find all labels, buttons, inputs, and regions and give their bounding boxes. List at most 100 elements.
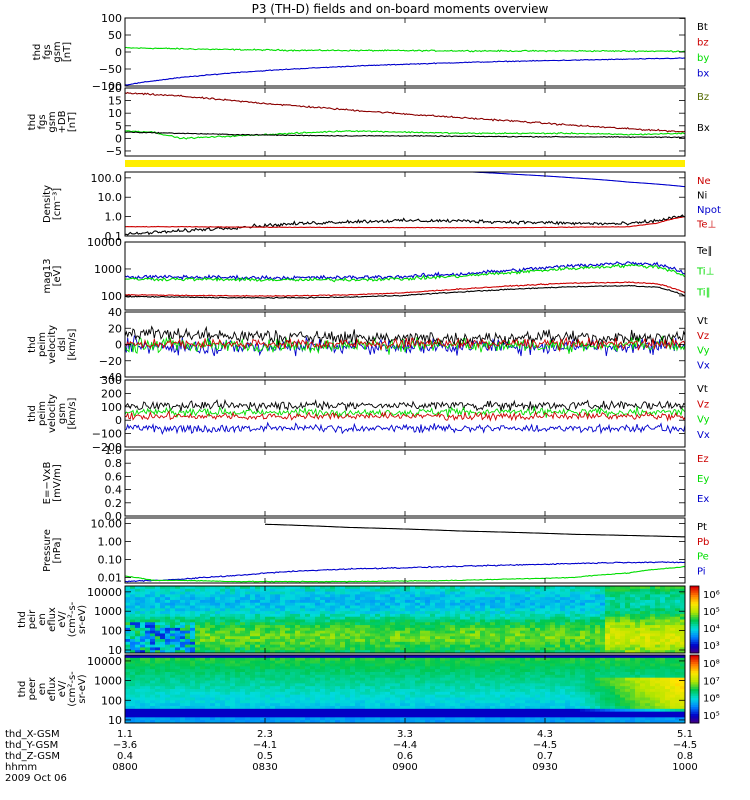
spectrogram-cell xyxy=(410,613,416,618)
y-axis-label: thd fgs gsm +DB [nT] xyxy=(27,110,78,133)
spectrogram-cell xyxy=(270,720,276,723)
series-line-vy xyxy=(125,406,685,419)
spectrogram-cell xyxy=(405,694,411,699)
spectrogram-cell xyxy=(430,636,436,640)
spectrogram-cell xyxy=(520,625,526,629)
spectrogram-cell xyxy=(320,686,326,690)
spectrogram-cell xyxy=(410,597,416,601)
spectrogram-cell xyxy=(680,650,685,653)
spectrogram-cell xyxy=(640,641,646,646)
spectrogram-cell xyxy=(270,588,276,593)
spectrogram-cell xyxy=(200,680,206,684)
spectrogram-cell xyxy=(465,647,471,651)
spectrogram-cell xyxy=(440,594,446,598)
spectrogram-cell xyxy=(205,639,211,643)
spectrogram-cell xyxy=(265,691,271,696)
spectrogram-cell xyxy=(470,720,476,723)
spectrogram-cell xyxy=(395,599,401,604)
spectrogram-cell xyxy=(595,639,601,643)
spectrogram-cell xyxy=(555,650,561,653)
spectrogram-cell xyxy=(360,636,366,640)
spectrogram-cell xyxy=(185,717,191,721)
spectrogram-cell xyxy=(535,647,541,651)
spectrogram-cell xyxy=(505,717,511,721)
spectrogram-cell xyxy=(470,689,476,693)
spectrogram-cell xyxy=(475,636,481,640)
spectrogram-cell xyxy=(130,597,136,601)
spectrogram-cell xyxy=(385,689,391,693)
spectrogram-cell xyxy=(260,605,266,609)
spectrogram-cell xyxy=(145,586,151,590)
spectrogram-cell xyxy=(170,706,176,710)
spectrogram-cell xyxy=(145,588,151,593)
spectrogram-cell xyxy=(205,647,211,651)
spectrogram-cell xyxy=(265,636,271,640)
spectrogram-cell xyxy=(490,717,496,721)
spectrogram-cell xyxy=(390,608,396,612)
spectrogram-cell xyxy=(300,630,306,635)
spectrogram-cell xyxy=(425,599,431,604)
spectrogram-cell xyxy=(360,689,366,693)
spectrogram-cell xyxy=(230,616,236,621)
spectrogram-cell xyxy=(175,605,181,609)
spectrogram-cell xyxy=(330,597,336,601)
spectrogram-cell xyxy=(175,630,181,635)
spectrogram-cell xyxy=(475,655,481,659)
series-line-bz xyxy=(125,91,685,133)
spectrogram-cell xyxy=(465,608,471,612)
spectrogram-cell xyxy=(420,706,426,710)
spectrogram-cell xyxy=(225,639,231,643)
spectrogram-cell xyxy=(365,630,371,635)
spectrogram-cell xyxy=(470,644,476,649)
spectrogram-cell xyxy=(215,700,221,704)
spectrogram-cell xyxy=(560,633,566,637)
spectrogram-cell xyxy=(145,706,151,710)
y-tick-label: 0.01 xyxy=(98,572,123,585)
spectrogram-cell xyxy=(220,594,226,598)
spectrogram-cell xyxy=(515,674,521,679)
spectrogram-cell xyxy=(410,703,416,707)
spectrogram-cell xyxy=(580,641,586,646)
spectrogram-cell xyxy=(480,711,486,716)
spectrogram-cell xyxy=(180,619,186,623)
spectrogram-cell xyxy=(145,647,151,651)
spectrogram-cell xyxy=(610,630,616,635)
spectrogram-cell xyxy=(420,586,426,590)
spectrogram-cell xyxy=(195,644,201,649)
spectrogram-cell xyxy=(445,630,451,635)
spectrogram-cell xyxy=(300,588,306,593)
spectrogram-cell xyxy=(450,613,456,618)
spectrogram-cell xyxy=(280,594,286,598)
spectrogram-cell xyxy=(260,714,266,718)
spectrogram-cell xyxy=(210,650,216,653)
spectrogram-cell xyxy=(665,627,671,632)
spectrogram-cell xyxy=(270,650,276,653)
spectrogram-cell xyxy=(395,720,401,723)
spectrogram-cell xyxy=(330,666,336,670)
spectrogram-cell xyxy=(265,602,271,607)
spectrogram-cell xyxy=(145,633,151,637)
spectrogram-cell xyxy=(355,630,361,635)
spectrogram-cell xyxy=(460,683,466,687)
spectrogram-cell xyxy=(395,641,401,646)
spectrogram-cell xyxy=(445,691,451,696)
spectrogram-cell xyxy=(475,639,481,643)
spectrogram-cell xyxy=(650,622,656,626)
spectrogram-cell xyxy=(320,674,326,679)
spectrogram-cell xyxy=(360,691,366,696)
spectrogram-cell xyxy=(280,657,286,662)
spectrogram-cell xyxy=(495,616,501,621)
spectrogram-cell xyxy=(420,647,426,651)
spectrogram-cell xyxy=(420,602,426,607)
spectrogram-cell xyxy=(390,639,396,643)
spectrogram-cell xyxy=(590,597,596,601)
spectrogram-cell xyxy=(395,611,401,615)
spectrogram-cell xyxy=(165,602,171,607)
spectrogram-cell xyxy=(510,608,516,612)
spectrogram-cell xyxy=(125,591,131,595)
colorbar-segment xyxy=(690,599,699,603)
spectrogram-cell xyxy=(225,663,231,667)
spectrogram-cell xyxy=(560,597,566,601)
spectrogram-cell xyxy=(430,663,436,667)
spectrogram-cell xyxy=(255,720,261,723)
